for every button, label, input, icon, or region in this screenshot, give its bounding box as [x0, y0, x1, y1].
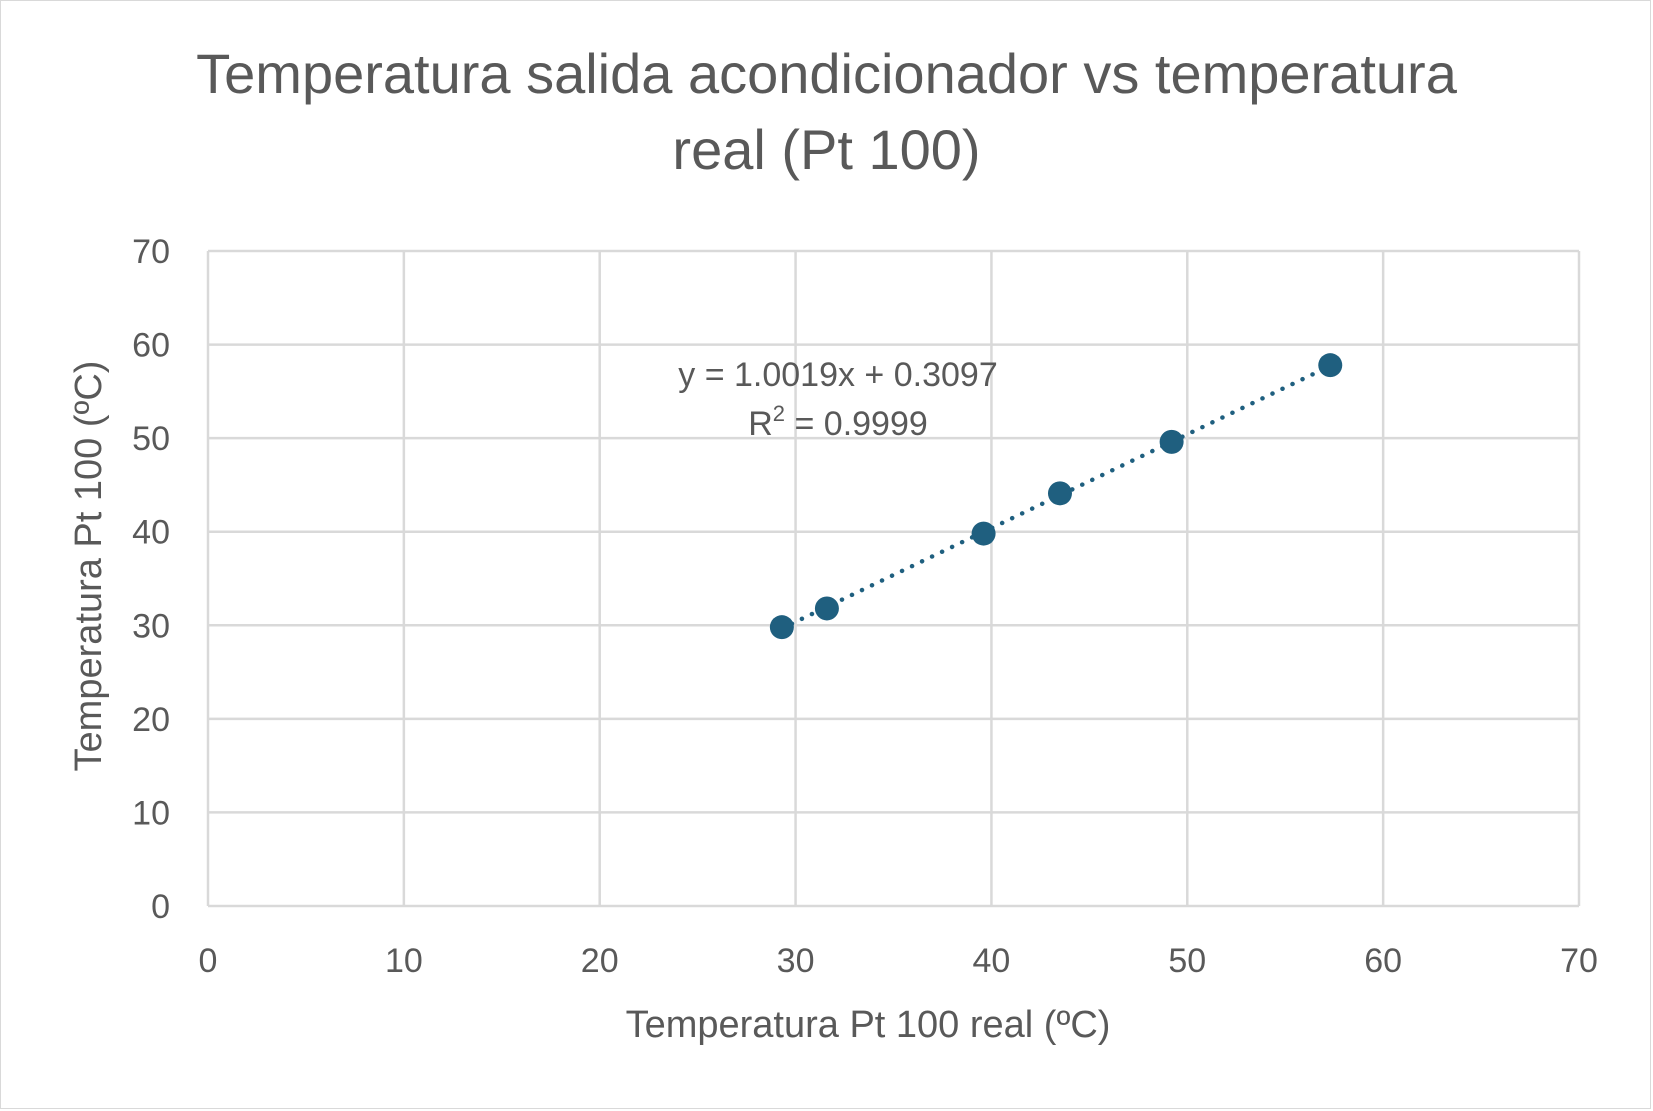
- y-tick-label: 50: [132, 420, 170, 458]
- y-tick-label: 40: [132, 514, 170, 552]
- tick-labels-layer: 0 10 20 30 40 50 60 70 0 10 20 30 40 50 60 70: [132, 233, 1598, 980]
- y-tick-label: 20: [132, 701, 170, 739]
- y-tick-label: 30: [132, 607, 170, 645]
- data-point: [971, 521, 996, 546]
- trendline-r2: R2 = 0.9999: [748, 401, 928, 443]
- grid-layer: [206, 249, 1581, 908]
- points-layer: [769, 353, 1343, 640]
- data-point: [1159, 429, 1184, 454]
- y-tick-label: 10: [132, 794, 170, 832]
- x-tick-label: 70: [1560, 942, 1598, 980]
- trendline-layer: [779, 363, 1333, 631]
- x-tick-label: 60: [1364, 942, 1402, 980]
- y-tick-label: 60: [132, 327, 170, 365]
- data-point: [1047, 481, 1072, 506]
- y-tick-label: 0: [151, 888, 170, 926]
- chart-title: Temperatura salida acondicionador vs tem…: [0, 36, 1653, 188]
- trendline: [779, 363, 1333, 631]
- y-axis-label: Temperatura Pt 100 (ºC): [68, 361, 110, 772]
- data-point: [814, 596, 839, 621]
- x-axis-label: Temperatura Pt 100 real (ºC): [626, 1004, 1111, 1046]
- data-point: [769, 615, 794, 640]
- r2-superscript: 2: [773, 401, 785, 426]
- trendline-equation: y = 1.0019x + 0.3097: [678, 356, 997, 394]
- x-tick-label: 0: [199, 942, 218, 980]
- chart-title-line-1: Temperatura salida acondicionador vs tem…: [196, 42, 1457, 105]
- x-tick-label: 20: [581, 942, 619, 980]
- r2-suffix: = 0.9999: [785, 405, 928, 443]
- x-tick-label: 50: [1168, 942, 1206, 980]
- x-tick-label: 30: [777, 942, 815, 980]
- data-point: [1318, 353, 1343, 378]
- y-tick-label: 70: [132, 233, 170, 271]
- x-tick-label: 10: [385, 942, 423, 980]
- r2-prefix: R: [748, 405, 773, 443]
- chart-title-line-2: real (Pt 100): [672, 118, 981, 181]
- x-tick-label: 40: [973, 942, 1011, 980]
